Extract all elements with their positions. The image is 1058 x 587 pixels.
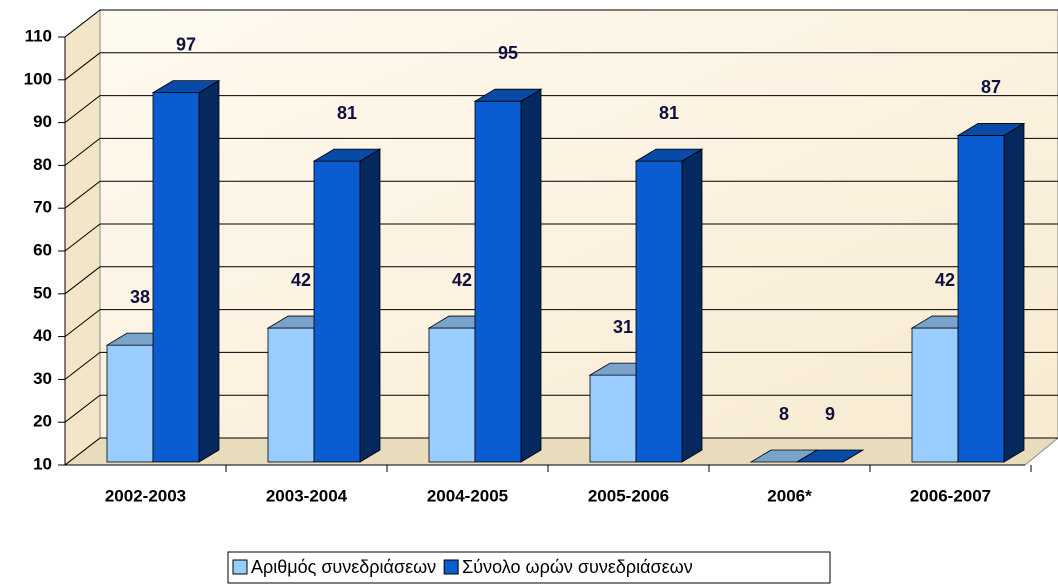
x-tick-label: 2004-2005 bbox=[427, 486, 508, 505]
grid-line bbox=[64, 223, 1058, 252]
grid-line bbox=[64, 137, 1058, 166]
data-label: 42 bbox=[935, 270, 955, 290]
bar bbox=[152, 92, 200, 463]
y-tick-label: 70 bbox=[33, 198, 52, 217]
grid-line bbox=[64, 266, 1058, 295]
bar-top bbox=[956, 123, 1026, 136]
bar-side bbox=[1003, 122, 1025, 463]
grid-line bbox=[64, 95, 1058, 123]
grid-line bbox=[64, 394, 1058, 423]
bar-top bbox=[312, 148, 382, 162]
data-label: 8 bbox=[779, 404, 789, 424]
legend-swatch bbox=[232, 559, 248, 575]
data-label: 95 bbox=[498, 43, 518, 63]
data-label: 42 bbox=[452, 270, 472, 290]
y-tick-label: 50 bbox=[33, 283, 52, 302]
bar-top bbox=[634, 148, 704, 162]
data-label: 42 bbox=[291, 270, 311, 290]
grid-line bbox=[64, 309, 1058, 337]
x-tick-label: 2003-2004 bbox=[266, 486, 348, 505]
bar bbox=[635, 160, 683, 463]
data-label: 87 bbox=[981, 77, 1001, 97]
bar bbox=[428, 327, 476, 463]
legend-label: Σύνολο ωρών συνεδριάσεων bbox=[462, 557, 693, 577]
grid-line bbox=[64, 180, 1058, 209]
bar-side bbox=[520, 88, 542, 463]
bar bbox=[474, 100, 522, 463]
bar bbox=[267, 327, 315, 463]
bar bbox=[957, 135, 1005, 463]
grid-line bbox=[64, 52, 1058, 81]
legend-swatch bbox=[443, 559, 459, 575]
y-tick-label: 20 bbox=[33, 412, 52, 431]
bar bbox=[313, 160, 361, 463]
y-tick-label: 80 bbox=[33, 155, 52, 174]
data-label: 81 bbox=[337, 103, 357, 123]
y-tick-label: 110 bbox=[25, 26, 52, 45]
grid-line bbox=[64, 437, 1058, 466]
y-tick-label: 100 bbox=[24, 69, 52, 88]
bar bbox=[589, 374, 637, 463]
bar-side bbox=[681, 148, 703, 463]
y-tick-label: 60 bbox=[33, 240, 52, 259]
x-tick-label: 2006* bbox=[767, 486, 812, 505]
y-tick-label: 40 bbox=[33, 326, 52, 345]
data-label: 38 bbox=[130, 287, 150, 307]
bar-top bbox=[795, 449, 865, 463]
bar bbox=[911, 327, 959, 463]
data-label: 9 bbox=[825, 404, 835, 424]
x-tick-label: 2002-2003 bbox=[105, 486, 186, 505]
y-tick-label: 10 bbox=[33, 454, 52, 473]
y-tick-label: 30 bbox=[33, 369, 52, 388]
x-tick-label: 2005-2006 bbox=[588, 486, 669, 505]
bar-top bbox=[151, 80, 221, 94]
data-label: 31 bbox=[613, 317, 633, 337]
data-label: 97 bbox=[176, 34, 196, 54]
bar-side bbox=[359, 148, 381, 463]
x-tick-label: 2006-2007 bbox=[910, 486, 991, 505]
y-tick-label: 90 bbox=[33, 112, 52, 131]
bar-side bbox=[198, 79, 220, 463]
grid-line bbox=[64, 9, 1058, 38]
legend-label: Αριθμός συνεδριάσεων bbox=[251, 557, 436, 577]
bar bbox=[106, 344, 154, 463]
data-label: 81 bbox=[659, 103, 679, 123]
legend-box bbox=[227, 551, 831, 584]
bar-top bbox=[473, 88, 543, 102]
grid-line bbox=[64, 351, 1058, 380]
